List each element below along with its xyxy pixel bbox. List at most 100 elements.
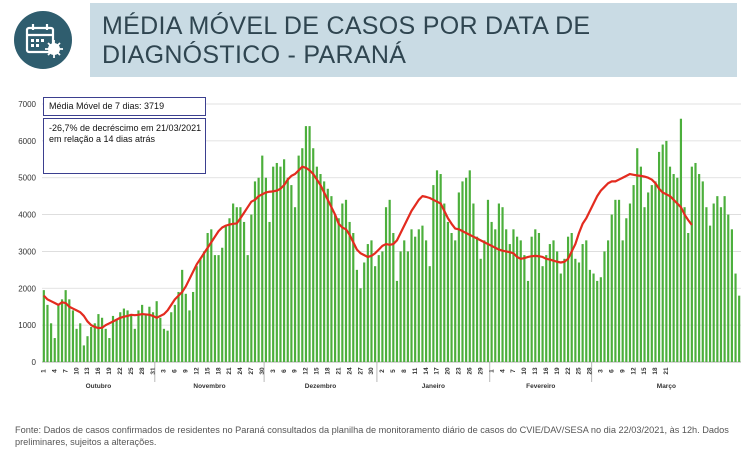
month-label: Dezembro <box>305 383 336 390</box>
bar <box>57 304 60 362</box>
bar <box>119 312 122 362</box>
x-tick-label: 13 <box>84 367 91 375</box>
bar <box>450 233 453 362</box>
x-tick-label: 11 <box>412 367 419 374</box>
bar <box>93 323 96 362</box>
x-tick-label: 15 <box>641 367 648 375</box>
bar <box>581 244 584 362</box>
moving-average-line <box>43 165 693 330</box>
bar <box>508 244 511 362</box>
bar <box>250 214 253 362</box>
bar <box>628 203 632 362</box>
x-tick-label: 10 <box>521 367 528 375</box>
bar <box>541 266 544 362</box>
bar <box>363 262 366 362</box>
bar <box>151 312 155 362</box>
month-label: Janeiro <box>422 383 445 390</box>
bar <box>443 203 446 362</box>
bar <box>60 299 64 362</box>
bar <box>501 207 504 362</box>
x-tick-label: 16 <box>543 367 550 375</box>
bar <box>130 315 133 362</box>
bar <box>86 336 89 362</box>
bar <box>399 251 402 362</box>
month-label: Novembro <box>193 383 225 390</box>
bar <box>188 310 191 362</box>
x-tick-label: 3 <box>270 369 277 373</box>
bar <box>246 255 249 362</box>
x-tick-label: 24 <box>346 367 353 375</box>
x-tick-label: 1 <box>41 369 48 373</box>
bar <box>384 207 388 362</box>
bar <box>195 266 198 362</box>
bar <box>239 207 242 362</box>
bar <box>526 280 530 362</box>
bar <box>264 177 267 362</box>
bar <box>505 229 508 362</box>
bar <box>621 240 624 362</box>
bar <box>53 338 56 362</box>
y-tick-label: 4000 <box>18 211 36 220</box>
x-tick-label: 15 <box>314 367 321 375</box>
bar <box>283 159 286 362</box>
bar <box>279 166 282 362</box>
bar <box>657 151 661 362</box>
bar <box>475 236 479 362</box>
bar <box>687 233 690 362</box>
x-tick-label: 22 <box>117 367 124 375</box>
bar <box>410 229 413 362</box>
bar <box>414 236 417 362</box>
bar <box>232 203 235 362</box>
bar <box>596 280 599 362</box>
x-tick-label: 6 <box>172 369 179 373</box>
month-label: Março <box>657 383 676 390</box>
y-tick-label: 6000 <box>18 137 36 146</box>
bar <box>636 148 639 362</box>
y-tick-label: 1000 <box>18 321 36 330</box>
bar <box>403 240 406 362</box>
bar <box>133 328 136 362</box>
bar <box>668 166 672 362</box>
x-tick-label: 24 <box>237 367 244 375</box>
bar <box>406 251 409 362</box>
bar <box>519 240 522 362</box>
x-tick-label: 22 <box>565 367 572 375</box>
bar <box>665 140 668 362</box>
bar <box>607 240 610 362</box>
bar <box>494 229 497 362</box>
bar <box>497 203 500 362</box>
bar <box>694 162 697 362</box>
bar <box>486 199 490 362</box>
decrease-annotation: -26,7% de decréscimo em 21/03/2021 em re… <box>43 118 206 174</box>
bar <box>261 155 264 362</box>
bar <box>166 330 169 362</box>
x-tick-label: 29 <box>477 367 484 375</box>
bar <box>730 229 733 362</box>
bar <box>647 192 650 362</box>
bar <box>556 251 559 362</box>
moving-average-annotation: Média Móvel de 7 dias: 3719 <box>43 97 206 116</box>
bar <box>537 233 541 362</box>
x-tick-label: 9 <box>619 369 626 373</box>
bar <box>297 155 300 362</box>
bar <box>221 247 224 362</box>
x-tick-label: 27 <box>248 367 255 375</box>
bar <box>719 207 723 362</box>
bar <box>210 229 213 362</box>
bar <box>144 314 147 362</box>
y-tick-label: 7000 <box>18 100 36 109</box>
x-tick-label: 3 <box>598 369 605 373</box>
bar <box>148 306 151 362</box>
bar <box>432 185 435 362</box>
bar <box>155 301 158 362</box>
y-tick-label: 5000 <box>18 174 36 183</box>
bar <box>159 317 162 362</box>
bar <box>224 225 227 362</box>
bar <box>333 214 337 362</box>
bar <box>577 262 581 362</box>
bar <box>530 236 533 362</box>
x-tick-label: 17 <box>434 367 441 375</box>
bar <box>698 174 701 362</box>
bar <box>439 174 442 362</box>
